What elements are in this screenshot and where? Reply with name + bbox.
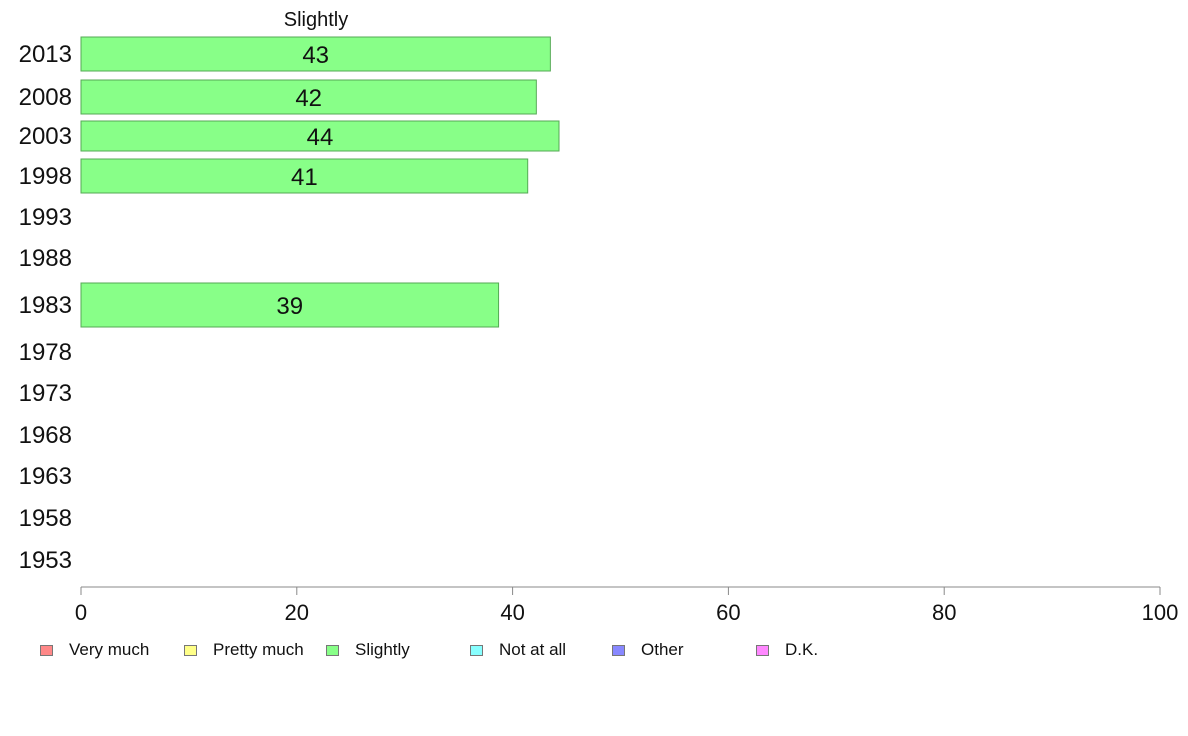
legend-swatch — [756, 644, 769, 656]
legend-swatch — [184, 644, 197, 656]
y-tick-label-1983: 1983 — [19, 292, 72, 319]
data-label-1998: 41 — [291, 164, 318, 191]
y-tick-label-1998: 1998 — [19, 163, 72, 190]
legend-label: Other — [641, 640, 684, 659]
x-tick-label-20: 20 — [285, 600, 309, 625]
data-label-2013: 43 — [302, 42, 329, 69]
legend-label: Very much — [69, 640, 150, 659]
bar-2008 — [80, 79, 537, 115]
chart-title: Slightly — [284, 9, 348, 31]
x-tick-label-40: 40 — [500, 600, 524, 625]
legend-swatch — [40, 644, 53, 656]
legend-label: Not at all — [499, 640, 567, 659]
data-label-2008: 42 — [295, 85, 322, 112]
legend-swatch — [612, 644, 625, 656]
legend-label: Slightly — [355, 640, 410, 659]
y-tick-label-2013: 2013 — [19, 41, 72, 68]
legend-item-other: Other — [612, 640, 684, 660]
legend-item-slightly: Slightly — [326, 640, 410, 660]
bar-2013 — [80, 36, 551, 72]
legend-label: D.K. — [785, 640, 819, 659]
legend-item-not-at-all: Not at all — [470, 640, 566, 660]
y-tick-label-1968: 1968 — [19, 422, 72, 449]
bar-2003 — [80, 120, 560, 152]
legend-swatch — [326, 644, 339, 656]
bar-1998 — [80, 158, 529, 194]
x-axis: 0 20 40 60 80 100 — [75, 586, 1179, 625]
y-tick-label-1978: 1978 — [19, 339, 72, 366]
y-tick-label-1963: 1963 — [19, 463, 72, 490]
x-tick-label-60: 60 — [716, 600, 740, 625]
bar-1983 — [80, 282, 500, 328]
x-tick-label-0: 0 — [75, 600, 87, 625]
x-tick-label-100: 100 — [1142, 600, 1179, 625]
y-tick-label-1973: 1973 — [19, 380, 72, 407]
y-tick-label-1958: 1958 — [19, 505, 72, 532]
legend-item-d-k: D.K. — [756, 640, 818, 660]
y-tick-label-1988: 1988 — [19, 245, 72, 272]
legend-label: Pretty much — [213, 640, 304, 659]
y-tick-label-1953: 1953 — [19, 547, 72, 574]
legend-item-very-much: Very much — [40, 640, 149, 660]
legend-swatch — [470, 644, 483, 656]
legend-item-pretty-much: Pretty much — [184, 640, 304, 660]
x-tick-label-80: 80 — [932, 600, 956, 625]
bar-rows: 2013 43 2008 42 2003 44 1998 41 1993 1988 1983 39 19… — [19, 36, 560, 574]
y-tick-label-2003: 2003 — [19, 123, 72, 150]
data-label-2003: 44 — [307, 124, 334, 151]
y-tick-label-1993: 1993 — [19, 204, 72, 231]
data-label-1983: 39 — [276, 293, 303, 320]
y-tick-label-2008: 2008 — [19, 84, 72, 111]
